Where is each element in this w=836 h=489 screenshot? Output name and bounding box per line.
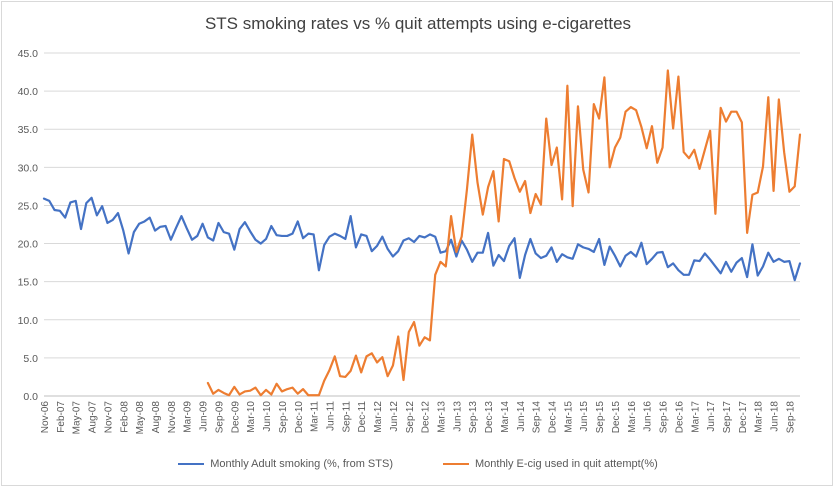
series-line-ecig [206,69,802,397]
x-tick-label: Jun-09 [199,401,210,432]
x-tick-label: Aug-07 [88,401,99,434]
x-tick-label: Mar-11 [310,401,321,432]
x-tick-label: Mar-18 [754,401,765,433]
legend-item-ecig: Monthly E-cig used in quit attempt(%) [442,458,658,470]
y-tick-label: 40.0 [18,86,39,98]
x-tick-label: Sep-16 [659,401,670,434]
x-tick-label: Mar-13 [437,401,448,433]
x-tick-label: Jun-14 [516,401,527,432]
legend-label-ecig: Monthly E-cig used in quit attempt(%) [474,458,658,470]
x-tick-label: May-08 [135,401,146,435]
y-tick-label: 10.0 [18,315,39,327]
legend: Monthly Adult smoking (%, from STS) Mont… [0,458,836,470]
x-tick-label: Sep-17 [722,401,733,434]
x-tick-label: Dec-11 [357,401,368,433]
y-tick-label: 45.0 [18,48,39,60]
x-tick-label: Mar-10 [246,401,257,433]
x-tick-label: Sep-14 [532,401,543,434]
x-tick-label: Nov-06 [40,401,51,434]
x-tick-label: Dec-16 [674,401,685,434]
x-tick-label: Mar-12 [373,401,384,433]
y-tick-label: 0.0 [23,391,38,403]
x-axis-ticks: Nov-06 Feb-07 May-07 Aug-07 Nov-07 Feb-08 May-… [40,401,796,435]
legend-swatch-smoking [178,462,205,466]
x-tick-label: Jun-18 [770,401,781,432]
x-tick-label: Jun-15 [579,401,590,432]
chart-title: STS smoking rates vs % quit attempts usi… [204,14,632,33]
x-tick-label: Feb-07 [56,401,67,433]
x-tick-label: Jun-16 [643,401,654,432]
series-lines [42,69,802,397]
x-tick-label: Sep-15 [595,401,606,434]
x-tick-label: Mar-16 [627,401,638,433]
x-tick-label: Mar-15 [563,401,574,433]
x-tick-label: Sep-11 [341,401,352,433]
y-tick-label: 35.0 [18,124,39,136]
x-tick-label: Aug-08 [151,401,162,434]
y-tick-label: 30.0 [18,162,39,174]
x-tick-label: Mar-09 [183,401,194,433]
x-tick-label: Sep-13 [468,401,479,434]
x-tick-label: Nov-07 [103,401,114,434]
y-tick-label: 20.0 [18,239,39,251]
x-tick-label: Sep-18 [785,401,796,434]
x-tick-label: Dec-10 [294,401,305,434]
x-tick-label: Jun-11 [325,401,336,431]
gridlines [44,52,800,397]
legend-label-smoking: Monthly Adult smoking (%, from STS) [210,458,393,470]
x-tick-label: Jun-13 [452,401,463,432]
x-tick-label: Jun-10 [262,401,273,432]
y-tick-label: 5.0 [23,353,38,365]
series-line-smoking [42,196,802,282]
x-tick-label: Jun-17 [706,401,717,432]
x-tick-label: Sep-10 [278,401,289,434]
x-tick-label: Dec-15 [611,401,622,434]
legend-item-smoking: Monthly Adult smoking (%, from STS) [178,458,393,470]
x-tick-label: Sep-12 [405,401,416,434]
x-tick-label: Nov-08 [167,401,178,434]
x-tick-label: Sep-09 [214,401,225,434]
y-tick-label: 15.0 [18,277,39,289]
x-tick-label: Feb-08 [119,401,130,433]
legend-swatch-ecig [442,462,469,466]
x-tick-label: Dec-14 [548,401,559,434]
x-tick-label: Dec-12 [421,401,432,434]
x-tick-label: Dec-13 [484,401,495,434]
x-tick-label: Dec-09 [230,401,241,434]
x-tick-label: Mar-17 [690,401,701,433]
y-tick-label: 25.0 [18,200,39,212]
x-tick-label: Jun-12 [389,401,400,432]
x-tick-label: Dec-17 [738,401,749,434]
x-tick-label: Mar-14 [500,401,511,433]
y-axis-ticks: 0.0 5.0 10.0 15.0 20.0 25.0 30.0 35.0 40.0 45.0 [18,48,39,403]
x-tick-label: May-07 [72,401,83,435]
